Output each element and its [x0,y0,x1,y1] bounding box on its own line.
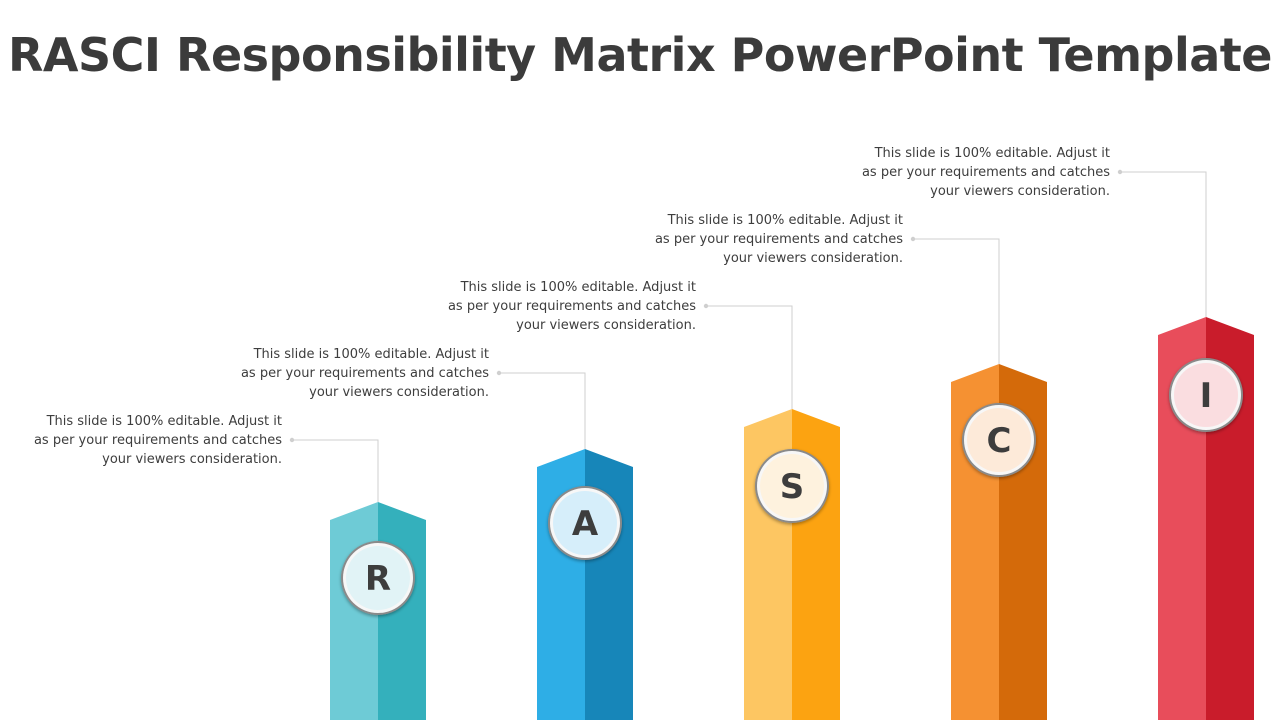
caption-line: This slide is 100% editable. Adjust it [874,146,1110,161]
pillar-i: I [1117,169,1254,720]
caption-line: This slide is 100% editable. Adjust it [667,213,903,228]
pillar-r: R [289,437,426,720]
connector-dot-i [1117,169,1123,175]
pillar-c: C [910,236,1047,720]
caption-line: as per your requirements and catches [861,165,1110,180]
connector-line-a [499,372,586,449]
caption-line: This slide is 100% editable. Adjust it [46,414,282,429]
connector-line-r [292,439,379,502]
caption-line: as per your requirements and catches [240,366,489,381]
badge-letter-s: S [780,467,805,507]
caption-c: This slide is 100% editable. Adjust it as… [603,211,903,268]
slide-title: RASCI Responsibility Matrix PowerPoint T… [8,28,1272,82]
caption-a: This slide is 100% editable. Adjust it as… [189,345,489,402]
caption-line: your viewers consideration. [309,385,489,400]
pillar-a: A [496,370,633,720]
caption-s: This slide is 100% editable. Adjust it as… [396,278,696,335]
pillar-s: S [703,303,840,720]
connector-line-c [913,238,1000,364]
connector-dot-a [496,370,502,376]
caption-line: as per your requirements and catches [33,433,282,448]
connector-line-i [1120,171,1207,317]
badge-c [967,408,1031,472]
caption-line: your viewers consideration. [723,251,903,266]
caption-r: This slide is 100% editable. Adjust it as… [0,412,282,469]
badge-letter-c: C [987,421,1012,461]
badge-letter-i: I [1200,376,1213,416]
caption-line: your viewers consideration. [102,452,282,467]
badge-r [346,546,410,610]
badge-s [760,454,824,518]
connector-dot-c [910,236,916,242]
caption-line: as per your requirements and catches [654,232,903,247]
caption-i: This slide is 100% editable. Adjust it as… [810,144,1110,201]
badge-a [553,491,617,555]
caption-line: This slide is 100% editable. Adjust it [460,280,696,295]
caption-line: as per your requirements and catches [447,299,696,314]
caption-line: This slide is 100% editable. Adjust it [253,347,489,362]
connector-line-s [706,305,793,409]
connector-dot-s [703,303,709,309]
caption-line: your viewers consideration. [516,318,696,333]
badge-letter-a: A [572,504,599,544]
connector-dot-r [289,437,295,443]
badge-letter-r: R [365,559,391,599]
badge-i [1174,363,1238,427]
caption-line: your viewers consideration. [930,184,1110,199]
